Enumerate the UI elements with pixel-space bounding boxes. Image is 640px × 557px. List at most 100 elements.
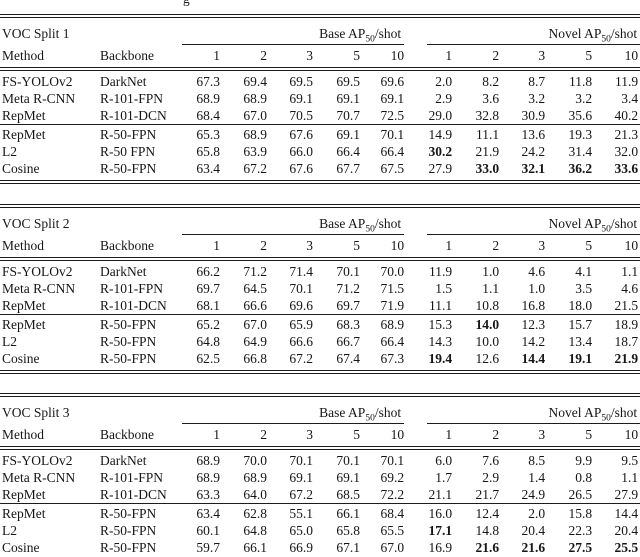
- result-row-repmet: RepMet R-50-FPN 65.2 67.0 65.9 68.3 68.9 15.3 14…: [0, 314, 640, 333]
- base-shot-col-header: 5: [313, 45, 361, 71]
- base-ap-value: 69.2: [380, 470, 405, 485]
- base-ap-value: 68.3: [313, 314, 361, 333]
- novel-ap-value: 9.5: [621, 453, 639, 468]
- novel-ap-value: 4.6: [621, 281, 639, 296]
- base-ap-value: 70.5: [289, 108, 314, 123]
- novel-shot-col-header: 5: [545, 424, 593, 450]
- method-cell: Cosine: [2, 540, 40, 555]
- r50-group-body: RepMet R-50-FPN 65.3 68.9 67.6 69.1 70.1 14.9 11…: [0, 124, 640, 183]
- base-ap-value: 67.5: [380, 161, 405, 176]
- base-ap-value: 72.5: [380, 108, 405, 123]
- base-ap-value: 68.9: [243, 470, 268, 485]
- base-ap-value: 63.4: [182, 503, 221, 522]
- base-shot-col-header: 5: [313, 235, 361, 261]
- base-ap-value: 66.4: [336, 144, 361, 159]
- method-cell: RepMet: [0, 503, 100, 522]
- base-shot-col-header: 3: [267, 235, 314, 261]
- result-row-fs-yolov2: FS-YOLOv2 DarkNet 67.3 69.4 69.5 69.5 69.6 2.0 8…: [0, 69, 640, 90]
- method-cell: Cosine: [2, 161, 40, 176]
- base-ap-value: 69.1: [289, 91, 314, 106]
- method-col-header: Method: [0, 424, 100, 450]
- novel-group-cell: Novel AP50/shot: [404, 395, 640, 424]
- novel-ap-value: 24.9: [521, 487, 546, 502]
- novel-ap-value: 3.2: [575, 91, 593, 106]
- backbone-col-header: Backbone: [100, 424, 183, 450]
- base-ap-value: 62.5: [196, 351, 221, 366]
- base-ap-value: 55.1: [267, 503, 314, 522]
- novel-ap-value: 3.2: [528, 91, 546, 106]
- backbone-col-header: Backbone: [100, 45, 183, 71]
- base-ap-value: 69.1: [336, 91, 361, 106]
- novel-group-label: Novel AP50/shot: [427, 215, 640, 235]
- base-ap-value: 63.9: [243, 144, 268, 159]
- result-row-cosine: Cosine R-50-FPN 62.5 66.8 67.2 67.4 67.3 19.4 12…: [0, 350, 640, 372]
- novel-ap-value: 32.0: [614, 144, 639, 159]
- result-row-repmet: RepMet R-101-DCN 63.3 64.0 67.2 68.5 72.2 21.1 2…: [0, 486, 640, 504]
- novel-ap-value: 21.7: [475, 487, 500, 502]
- novel-ap-value: 6.0: [435, 453, 453, 468]
- method-cell: L2: [2, 144, 17, 159]
- method-cell: RepMet: [0, 314, 100, 333]
- method-cell: FS-YOLOv2: [2, 264, 73, 279]
- base-ap-value: 71.2: [243, 264, 268, 279]
- base-ap-value: 67.1: [336, 540, 361, 555]
- base-ap-value: 69.4: [243, 74, 268, 89]
- novel-ap-value: 14.9: [404, 124, 453, 143]
- base-ap-value: 69.1: [313, 124, 361, 143]
- novel-ap-value: 35.6: [568, 108, 593, 123]
- backbone-col-header: Backbone: [100, 235, 183, 261]
- base-shot-col-header: 10: [360, 45, 405, 71]
- method-cell: L2: [2, 334, 17, 349]
- base-ap-value: 67.2: [289, 351, 314, 366]
- base-ap-value: 66.8: [243, 351, 268, 366]
- novel-ap-value: 1.0: [528, 281, 546, 296]
- backbone-cell: R-50-FPN: [100, 161, 157, 176]
- novel-label-text: Novel AP: [548, 26, 602, 41]
- novel-ap-value: 1.1: [482, 281, 500, 296]
- base-ap-value: 67.2: [289, 487, 314, 502]
- base-group-cell: Base AP50/shot: [182, 16, 405, 45]
- results-table-voc-split-3: VOC Split 3 Base AP50/shot Novel AP50/sh…: [0, 393, 640, 557]
- method-cell: RepMet: [2, 298, 46, 313]
- novel-ap-value: 1.4: [528, 470, 546, 485]
- base-group-cell: Base AP50/shot: [182, 206, 405, 235]
- novel-ap-value: 1.1: [621, 264, 639, 279]
- novel-shot-col-header: 3: [499, 45, 546, 71]
- base-ap-value: 66.2: [196, 264, 221, 279]
- method-cell: Meta R-CNN: [2, 91, 76, 106]
- novel-ap-value: 18.7: [614, 334, 639, 349]
- novel-ap-value: 36.2: [568, 161, 593, 176]
- novel-ap-value: 15.8: [545, 503, 593, 522]
- backbone-cell: DarkNet: [100, 74, 147, 89]
- base-ap-value: 69.6: [289, 298, 314, 313]
- novel-ap-value: 11.1: [452, 124, 500, 143]
- novel-ap-value: 21.6: [521, 540, 546, 555]
- novel-ap-value: 17.1: [428, 523, 453, 538]
- backbone-cell: R-50-FPN: [100, 523, 157, 538]
- base-ap-value: 64.5: [243, 281, 268, 296]
- table-title: VOC Split 2: [2, 216, 70, 231]
- novel-group-cell: Novel AP50/shot: [404, 206, 640, 235]
- novel-ap-value: 27.5: [568, 540, 593, 555]
- method-cell: Meta R-CNN: [2, 281, 76, 296]
- base-ap-value: 63.4: [196, 161, 221, 176]
- novel-shot-col-header: 10: [592, 45, 640, 71]
- base-shot-col-header: 2: [220, 235, 268, 261]
- novel-ap-value: 12.4: [452, 503, 500, 522]
- results-table-voc-split-1: VOC Split 1 Base AP50/shot Novel AP50/sh…: [0, 14, 640, 184]
- novel-ap-value: 13.6: [499, 124, 546, 143]
- base-label-subscript: 50: [365, 224, 375, 235]
- novel-ap-value: 30.2: [428, 144, 453, 159]
- novel-ap-value: 14.4: [592, 503, 640, 522]
- novel-ap-value: 2.9: [482, 470, 500, 485]
- base-group-label: Base AP50/shot: [182, 25, 405, 45]
- novel-ap-value: 8.5: [528, 453, 546, 468]
- novel-ap-value: 3.6: [482, 91, 500, 106]
- novel-ap-value: 19.4: [428, 351, 453, 366]
- novel-ap-value: 16.0: [404, 503, 453, 522]
- r101-group-body: FS-YOLOv2 DarkNet 66.2 71.2 71.4 70.1 70.0 11.9…: [0, 259, 640, 315]
- base-label-subscript: 50: [365, 34, 375, 45]
- base-ap-value: 68.9: [196, 453, 221, 468]
- novel-ap-value: 31.4: [568, 144, 593, 159]
- backbone-cell: R-101-FPN: [100, 470, 164, 485]
